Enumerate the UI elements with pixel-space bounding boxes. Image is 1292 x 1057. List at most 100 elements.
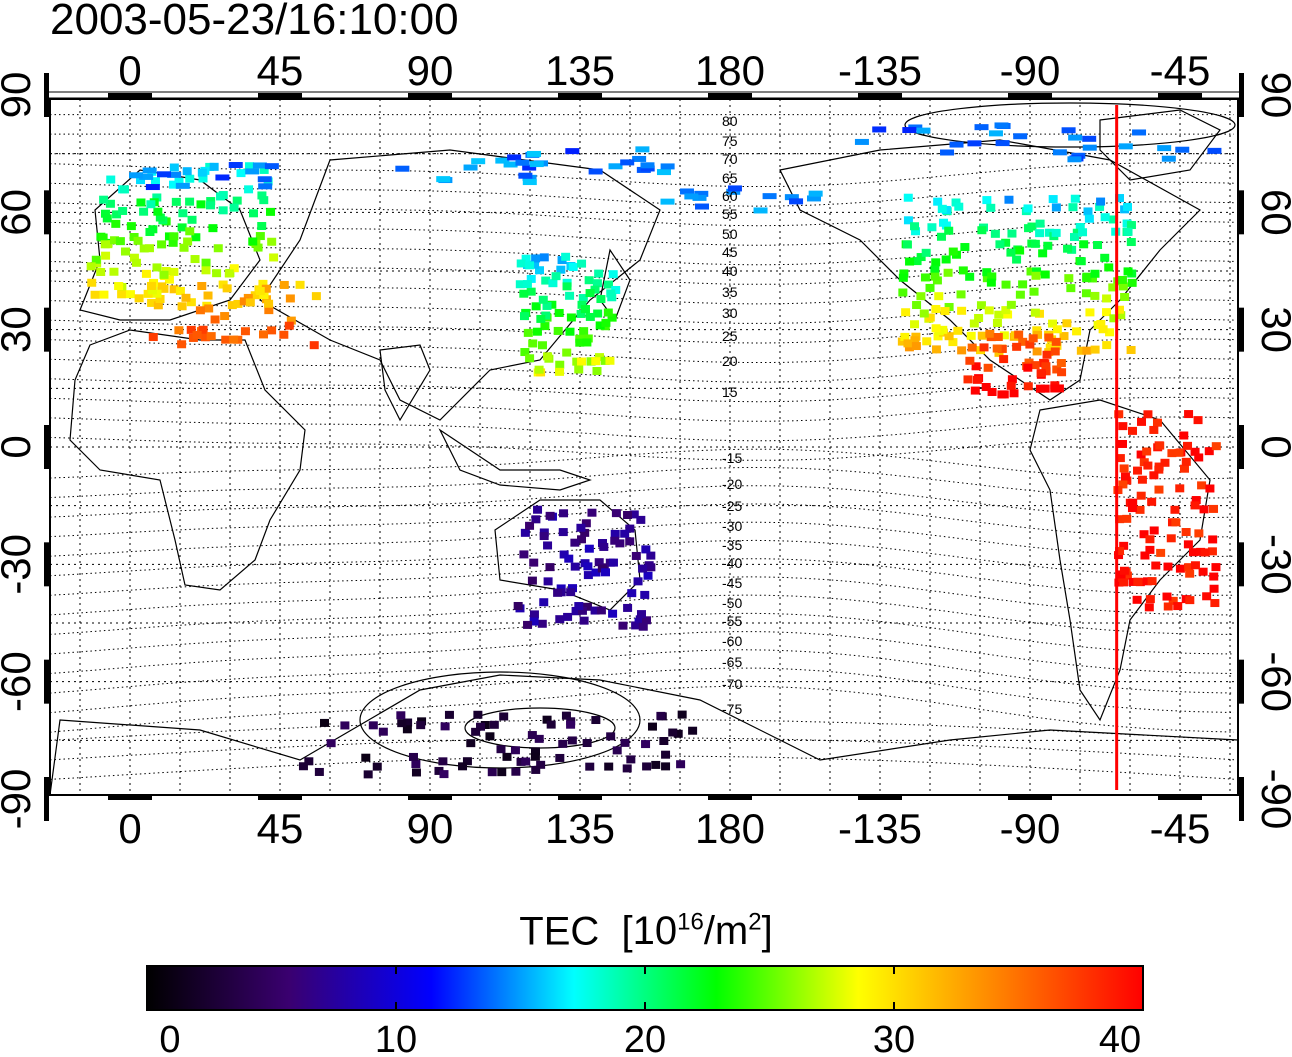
- tec-cell: [228, 162, 243, 169]
- tec-cell: [965, 356, 975, 365]
- tec-cell: [1118, 480, 1128, 489]
- tec-cell: [1007, 375, 1017, 384]
- tec-cell: [1179, 431, 1189, 440]
- tec-cell: [98, 233, 108, 242]
- colorbar-title: TEC [1016/m2]: [0, 900, 1292, 954]
- tec-cell: [1168, 596, 1178, 605]
- tec-cell: [970, 386, 980, 395]
- tec-cell: [1133, 577, 1143, 586]
- tec-cell: [1114, 551, 1124, 560]
- tec-cell: [1126, 238, 1136, 247]
- tec-cell: [1012, 342, 1022, 351]
- lat-tick-mark: [1239, 777, 1244, 821]
- tec-cell: [988, 130, 1003, 137]
- contour-label: -65: [722, 654, 742, 670]
- tec-cell: [1163, 562, 1173, 571]
- tec-cell: [599, 542, 609, 551]
- tec-cell: [1175, 146, 1190, 153]
- tec-cell: [1204, 447, 1214, 456]
- tec-cell: [1038, 249, 1048, 258]
- tec-cell: [1006, 300, 1016, 309]
- colorbar-tick-label: 20: [624, 1019, 666, 1057]
- tec-cell: [1070, 194, 1080, 203]
- tec-cell: [1085, 308, 1095, 317]
- tec-cell: [640, 162, 655, 169]
- tec-cell: [910, 320, 920, 329]
- tec-cell: [555, 360, 565, 369]
- tec-cell: [534, 365, 544, 374]
- lon-tick-mark: [1008, 795, 1052, 800]
- tec-cell: [528, 339, 538, 348]
- tec-cell: [933, 332, 943, 341]
- tec-cell: [150, 177, 160, 186]
- tec-cell: [314, 767, 324, 776]
- tec-cell: [641, 545, 651, 554]
- tec-cell: [1157, 145, 1172, 152]
- tec-cell: [1193, 416, 1203, 425]
- tec-cell: [240, 327, 250, 336]
- tec-cell: [444, 710, 454, 719]
- tec-cell: [1188, 548, 1198, 557]
- tec-cell: [575, 338, 585, 347]
- colorbar-title-text: TEC: [519, 909, 600, 954]
- tec-cell: [157, 171, 172, 178]
- tec-cell: [567, 736, 577, 745]
- tec-cell: [1190, 447, 1200, 456]
- tec-cell: [898, 273, 908, 282]
- tec-cell: [511, 767, 521, 776]
- tec-cell: [177, 340, 187, 349]
- tec-cell: [197, 168, 207, 177]
- tec-cell: [411, 760, 421, 769]
- lon-tick-top: -90: [1000, 47, 1061, 94]
- tec-cell: [200, 333, 210, 342]
- tec-cell: [941, 255, 951, 264]
- tec-cell: [513, 601, 523, 610]
- tec-cell: [1115, 515, 1125, 524]
- tec-cell: [584, 276, 594, 285]
- tec-cell: [471, 158, 486, 165]
- tec-cell: [939, 218, 949, 227]
- tec-cell: [245, 298, 255, 307]
- contour-label: 55: [722, 206, 738, 222]
- tec-cell: [1118, 143, 1133, 150]
- tec-cell: [640, 590, 650, 599]
- tec-cell: [656, 169, 671, 176]
- tec-cell: [931, 345, 941, 354]
- tec-cell: [1207, 547, 1217, 556]
- lat-tick-mark: [1239, 542, 1244, 587]
- tec-cell: [533, 505, 543, 514]
- tec-cell: [558, 528, 568, 537]
- tec-cell: [543, 352, 553, 361]
- tec-cell: [112, 210, 122, 219]
- tec-cell: [529, 617, 539, 626]
- tec-cell: [1093, 241, 1103, 250]
- tec-cell: [608, 270, 618, 279]
- tec-cell: [591, 357, 601, 366]
- tec-cell: [588, 168, 603, 175]
- tec-cell: [594, 269, 604, 278]
- tec-cell: [1135, 505, 1145, 514]
- tec-cell: [1105, 328, 1115, 337]
- tec-cell: [257, 191, 267, 200]
- tec-cell: [1045, 343, 1055, 352]
- tec-cell: [1167, 449, 1177, 458]
- tec-cell: [922, 337, 932, 346]
- tec-cell: [981, 382, 991, 391]
- tec-cell: [993, 333, 1003, 342]
- tec-cell: [502, 752, 512, 761]
- tec-cell: [933, 197, 943, 206]
- tec-cell: [539, 598, 549, 607]
- tec-cell: [590, 285, 600, 294]
- tec-cell: [1114, 410, 1124, 419]
- tec-cell: [611, 285, 621, 294]
- tec-cell: [660, 163, 675, 170]
- tec-cell: [523, 328, 533, 337]
- lon-tick-mark: [558, 93, 602, 98]
- tec-cell: [1069, 233, 1079, 242]
- tec-cell: [215, 174, 230, 181]
- tec-cell: [555, 367, 565, 376]
- tec-cell: [1208, 535, 1218, 544]
- tec-cell: [169, 285, 179, 294]
- tec-cell: [1100, 213, 1110, 222]
- tec-cell: [519, 550, 529, 559]
